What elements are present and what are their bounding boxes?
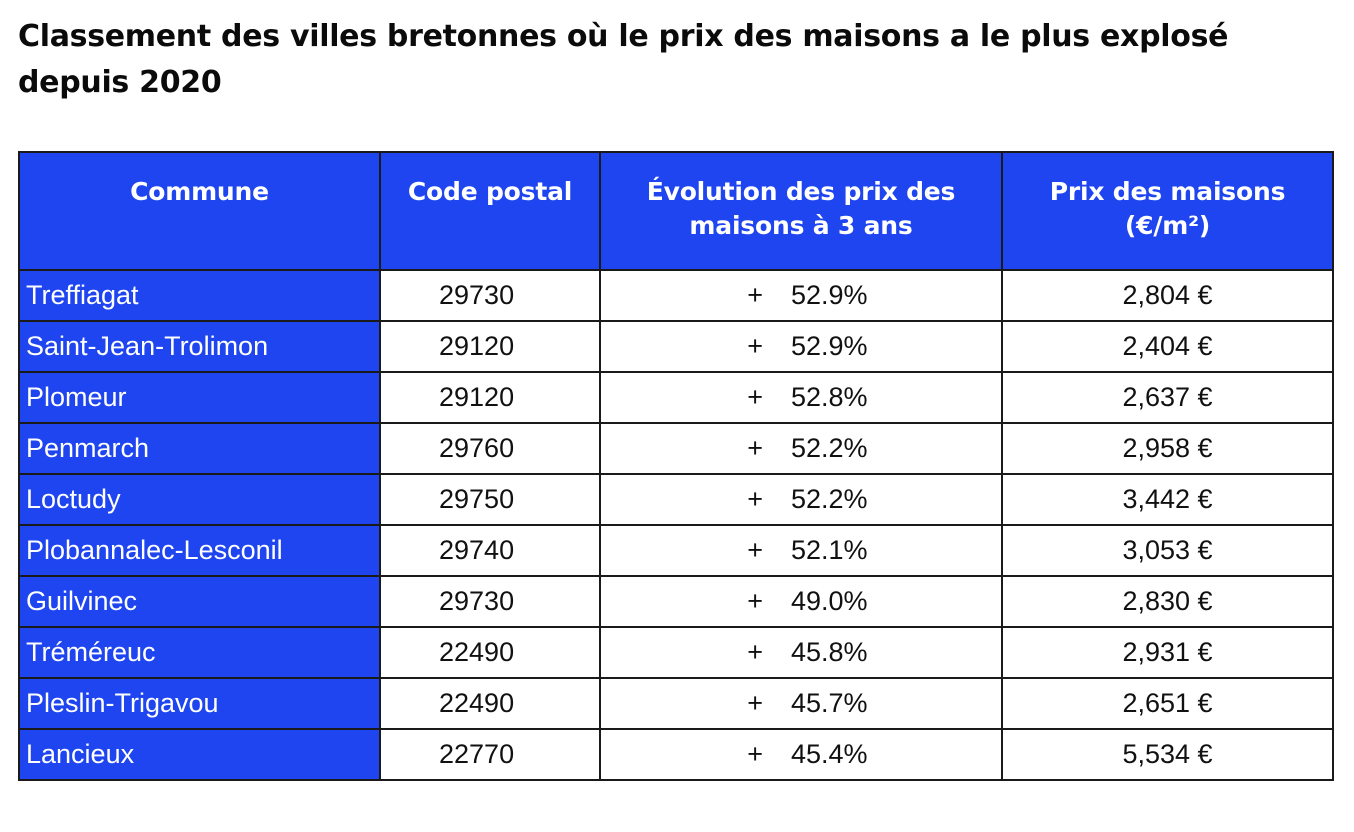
- evolution-value: 49.0%: [791, 586, 868, 616]
- header-commune: Commune: [18, 151, 381, 271]
- evolution-value: 52.8%: [791, 382, 868, 412]
- evolution-sign: +: [747, 484, 763, 514]
- cell-evolution: +52.8%: [599, 371, 1003, 424]
- cell-evolution: +52.2%: [599, 422, 1003, 475]
- cell-commune: Tréméreuc: [18, 626, 381, 679]
- table-row: Plomeur 29120 +52.8% 2,637 €: [18, 371, 1334, 424]
- evolution-value: 45.4%: [791, 739, 868, 769]
- evolution-value: 52.1%: [791, 535, 868, 565]
- table-body: Treffiagat 29730 +52.9% 2,804 € Saint-Jean-T…: [18, 269, 1334, 781]
- evolution-sign: +: [747, 433, 763, 463]
- table-row: Treffiagat 29730 +52.9% 2,804 €: [18, 269, 1334, 322]
- cell-commune: Lancieux: [18, 728, 381, 781]
- cell-evolution: +49.0%: [599, 575, 1003, 628]
- cell-prix: 3,442 €: [1001, 473, 1334, 526]
- table-header-row: Commune Code postal Évolution des prix d…: [18, 151, 1334, 271]
- evolution-value: 52.9%: [791, 331, 868, 361]
- evolution-sign: +: [747, 637, 763, 667]
- header-evolution: Évolution des prix des maisons à 3 ans: [599, 151, 1003, 271]
- cell-prix: 2,637 €: [1001, 371, 1334, 424]
- cell-prix: 2,958 €: [1001, 422, 1334, 475]
- evolution-value: 52.9%: [791, 280, 868, 310]
- cell-evolution: +52.2%: [599, 473, 1003, 526]
- table-row: Loctudy 29750 +52.2% 3,442 €: [18, 473, 1334, 526]
- cell-code-postal: 29120: [379, 371, 601, 424]
- cell-code-postal: 22490: [379, 677, 601, 730]
- evolution-sign: +: [747, 280, 763, 310]
- cell-code-postal: 29750: [379, 473, 601, 526]
- header-code-postal: Code postal: [379, 151, 601, 271]
- cell-prix: 5,534 €: [1001, 728, 1334, 781]
- cell-prix: 2,804 €: [1001, 269, 1334, 322]
- evolution-sign: +: [747, 382, 763, 412]
- cell-prix: 2,931 €: [1001, 626, 1334, 679]
- evolution-value: 52.2%: [791, 433, 868, 463]
- cell-code-postal: 29730: [379, 575, 601, 628]
- cell-code-postal: 29120: [379, 320, 601, 373]
- cell-evolution: +52.1%: [599, 524, 1003, 577]
- cell-commune: Saint-Jean-Trolimon: [18, 320, 381, 373]
- cell-commune: Treffiagat: [18, 269, 381, 322]
- evolution-value: 45.7%: [791, 688, 868, 718]
- cell-code-postal: 29740: [379, 524, 601, 577]
- header-prix: Prix des maisons (€/m²): [1001, 151, 1334, 271]
- table-row: Plobannalec-Lesconil 29740 +52.1% 3,053 €: [18, 524, 1334, 577]
- cell-prix: 3,053 €: [1001, 524, 1334, 577]
- cell-evolution: +45.8%: [599, 626, 1003, 679]
- cell-commune: Plobannalec-Lesconil: [18, 524, 381, 577]
- table-row: Pleslin-Trigavou 22490 +45.7% 2,651 €: [18, 677, 1334, 730]
- evolution-value: 52.2%: [791, 484, 868, 514]
- cell-commune: Penmarch: [18, 422, 381, 475]
- cell-prix: 2,404 €: [1001, 320, 1334, 373]
- cell-code-postal: 22490: [379, 626, 601, 679]
- cell-code-postal: 29730: [379, 269, 601, 322]
- cell-commune: Plomeur: [18, 371, 381, 424]
- table-row: Guilvinec 29730 +49.0% 2,830 €: [18, 575, 1334, 628]
- cell-commune: Loctudy: [18, 473, 381, 526]
- cell-evolution: +45.4%: [599, 728, 1003, 781]
- cell-code-postal: 29760: [379, 422, 601, 475]
- evolution-sign: +: [747, 535, 763, 565]
- table-row: Lancieux 22770 +45.4% 5,534 €: [18, 728, 1334, 781]
- cell-evolution: +52.9%: [599, 320, 1003, 373]
- cell-prix: 2,830 €: [1001, 575, 1334, 628]
- cell-evolution: +45.7%: [599, 677, 1003, 730]
- ranking-table: Commune Code postal Évolution des prix d…: [18, 151, 1334, 781]
- cell-evolution: +52.9%: [599, 269, 1003, 322]
- cell-commune: Pleslin-Trigavou: [18, 677, 381, 730]
- evolution-sign: +: [747, 688, 763, 718]
- table-row: Tréméreuc 22490 +45.8% 2,931 €: [18, 626, 1334, 679]
- table-row: Saint-Jean-Trolimon 29120 +52.9% 2,404 €: [18, 320, 1334, 373]
- table-row: Penmarch 29760 +52.2% 2,958 €: [18, 422, 1334, 475]
- cell-code-postal: 22770: [379, 728, 601, 781]
- evolution-sign: +: [747, 739, 763, 769]
- evolution-sign: +: [747, 586, 763, 616]
- cell-commune: Guilvinec: [18, 575, 381, 628]
- evolution-sign: +: [747, 331, 763, 361]
- page-title: Classement des villes bretonnes où le pr…: [18, 19, 1229, 100]
- cell-prix: 2,651 €: [1001, 677, 1334, 730]
- evolution-value: 45.8%: [791, 637, 868, 667]
